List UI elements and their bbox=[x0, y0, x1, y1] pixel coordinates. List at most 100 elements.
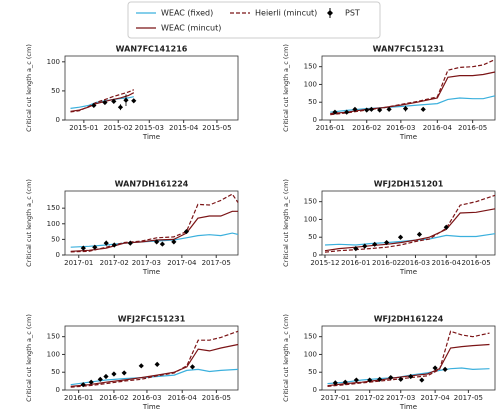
x-axis-label: Time bbox=[399, 268, 417, 276]
y-axis-label: Critical cut length a_c (cm) bbox=[282, 314, 290, 402]
y-axis-label: Critical cut length a_c (cm) bbox=[282, 179, 290, 267]
pst-marker bbox=[154, 239, 160, 245]
plot-frame bbox=[64, 325, 239, 391]
y-tick-label: 50 bbox=[51, 87, 60, 95]
series-line bbox=[324, 208, 496, 252]
x-tick-label: 2016-04 bbox=[423, 124, 453, 132]
x-axis-label: Time bbox=[399, 133, 417, 141]
y-tick-label: 100 bbox=[304, 215, 317, 223]
pst-marker bbox=[419, 377, 425, 383]
pst-marker bbox=[111, 98, 117, 104]
y-axis-label: Critical cut length a_c (cm) bbox=[25, 44, 33, 132]
y-tick-label: 150 bbox=[47, 204, 60, 212]
legend-label: PST bbox=[345, 9, 360, 18]
x-tick-label: 2016-04 bbox=[432, 259, 462, 267]
y-tick-label: 0 bbox=[313, 251, 317, 259]
panel: WAN7DH161224 Time Critical cut length a_c … bbox=[25, 179, 239, 276]
x-tick-label: 2015-12 bbox=[310, 259, 339, 267]
legend-marker bbox=[327, 10, 333, 16]
pst-marker bbox=[138, 363, 144, 369]
pst-marker bbox=[97, 376, 103, 382]
x-tick-label: 2017-04 bbox=[167, 259, 197, 267]
pst-marker bbox=[416, 231, 423, 237]
pst-marker bbox=[92, 244, 98, 250]
x-tick-label: 2017-04 bbox=[420, 394, 450, 402]
pst-marker bbox=[353, 246, 359, 252]
y-tick-label: 150 bbox=[304, 63, 317, 71]
x-axis-label: Time bbox=[399, 403, 417, 410]
x-tick-label: 2017-01 bbox=[321, 394, 350, 402]
x-tick-label: 2017-05 bbox=[202, 259, 231, 267]
panel-title: WAN7FC141216 bbox=[116, 45, 188, 54]
x-tick-label: 2017-03 bbox=[386, 394, 415, 402]
pst-marker bbox=[127, 240, 133, 246]
series-line bbox=[327, 330, 490, 387]
pst-marker bbox=[377, 107, 383, 113]
y-tick-label: 0 bbox=[313, 116, 317, 124]
panel-title: WAN7DH161224 bbox=[115, 180, 189, 189]
y-axis-label: Critical cut length a_c (cm) bbox=[282, 44, 290, 132]
plot-frame bbox=[321, 325, 496, 391]
y-tick-label: 0 bbox=[313, 386, 317, 394]
pst-marker bbox=[80, 245, 86, 251]
pst-marker bbox=[384, 239, 390, 246]
pst-marker bbox=[183, 228, 190, 235]
y-axis-label: Critical cut length a_c (cm) bbox=[25, 314, 33, 402]
pst-marker bbox=[408, 373, 414, 380]
y-tick-label: 100 bbox=[47, 350, 60, 358]
y-tick-label: 100 bbox=[47, 220, 60, 228]
series-line bbox=[70, 343, 239, 387]
plot-frame bbox=[321, 190, 496, 256]
series-line bbox=[324, 194, 496, 253]
pst-marker bbox=[344, 109, 350, 115]
pst-marker bbox=[397, 234, 404, 240]
legend-label: WEAC (mincut) bbox=[161, 24, 221, 33]
panel-title: WAN7FC151231 bbox=[373, 45, 445, 54]
legend-frame bbox=[127, 1, 381, 39]
x-tick-label: 2016-01 bbox=[64, 394, 93, 402]
plot-frame bbox=[321, 55, 496, 121]
pst-marker bbox=[364, 107, 370, 113]
panel-title: WFJ2DH151201 bbox=[374, 180, 444, 189]
x-tick-label: 2016-02 bbox=[372, 259, 401, 267]
y-tick-label: 50 bbox=[308, 98, 317, 106]
y-tick-label: 150 bbox=[304, 198, 317, 206]
x-tick-label: 2016-01 bbox=[341, 259, 370, 267]
legend-label: WEAC (fixed) bbox=[161, 9, 213, 18]
pst-marker bbox=[332, 109, 338, 115]
y-tick-label: 0 bbox=[56, 116, 60, 124]
panel: WAN7FC141216 Time Critical cut length a_c … bbox=[25, 44, 239, 141]
series-line bbox=[330, 95, 496, 113]
y-tick-label: 100 bbox=[304, 80, 317, 88]
pst-marker bbox=[88, 379, 94, 385]
y-tick-label: 50 bbox=[51, 368, 60, 376]
pst-marker bbox=[111, 242, 117, 248]
pst-marker bbox=[103, 240, 109, 246]
pst-marker bbox=[131, 98, 137, 104]
panel: WAN7FC151231 Time Critical cut length a_c … bbox=[282, 44, 496, 141]
x-tick-label: 2015-02 bbox=[104, 124, 133, 132]
panel: WFJ2DH151201 Time Critical cut length a_c … bbox=[282, 179, 496, 276]
x-tick-label: 2016-03 bbox=[132, 394, 161, 402]
panel: WFJ2DH161224 Time Critical cut length a_c … bbox=[282, 314, 496, 411]
y-tick-label: 50 bbox=[308, 233, 317, 241]
x-tick-label: 2016-03 bbox=[386, 124, 415, 132]
y-tick-label: 100 bbox=[304, 350, 317, 358]
plot-frame bbox=[64, 55, 239, 121]
x-tick-label: 2016-05 bbox=[461, 259, 490, 267]
panel-title: WFJ2DH161224 bbox=[374, 315, 444, 324]
x-tick-label: 2015-01 bbox=[69, 124, 98, 132]
series-line bbox=[70, 89, 135, 113]
pst-marker bbox=[123, 97, 129, 103]
x-tick-label: 2016-04 bbox=[168, 394, 198, 402]
y-tick-label: 50 bbox=[51, 235, 60, 243]
x-tick-label: 2016-03 bbox=[401, 259, 430, 267]
plot-frame bbox=[64, 190, 239, 256]
x-tick-label: 2016-02 bbox=[352, 124, 381, 132]
pst-marker bbox=[420, 106, 426, 112]
pst-marker bbox=[189, 364, 196, 370]
x-tick-label: 2015-05 bbox=[202, 124, 231, 132]
pst-marker bbox=[386, 106, 392, 112]
pst-marker bbox=[367, 377, 373, 383]
